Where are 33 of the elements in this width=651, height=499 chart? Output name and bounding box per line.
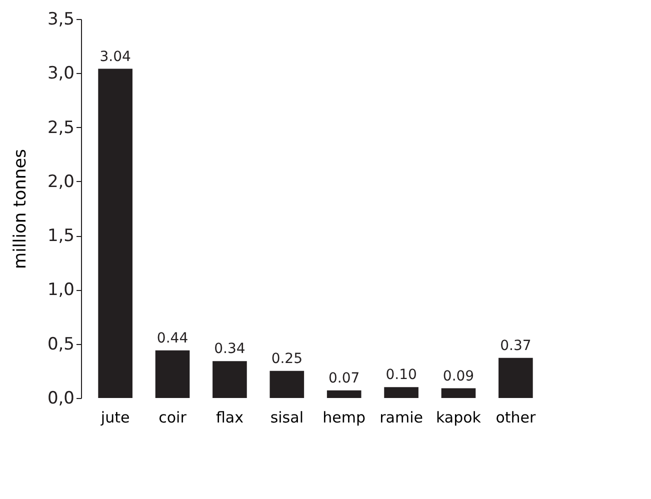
- y-tick-label: 2,0: [47, 172, 74, 192]
- x-tick-label: other: [496, 408, 536, 426]
- x-tick-label: kapok: [436, 408, 482, 426]
- bar: [498, 358, 533, 398]
- data-label: 0.07: [328, 370, 360, 386]
- bar: [326, 390, 362, 398]
- x-tick-label: coir: [158, 408, 188, 426]
- y-tick-label: 0,0: [47, 388, 74, 408]
- y-tick-label: 2,5: [47, 118, 74, 138]
- data-label: 0.44: [156, 330, 188, 346]
- bar: [212, 361, 247, 398]
- data-label: 0.25: [271, 350, 302, 367]
- y-tick-label: 1,5: [47, 226, 74, 246]
- data-label: 0.34: [214, 341, 246, 358]
- bar: [155, 350, 190, 398]
- data-label: 0.37: [500, 338, 532, 354]
- x-tick-label: hemp: [322, 408, 366, 426]
- y-tick-label: 0,5: [47, 334, 74, 354]
- x-tick-label: jute: [100, 408, 130, 426]
- x-tick-label: sisal: [270, 408, 304, 426]
- y-axis-title: million tonnes: [10, 148, 30, 269]
- x-tick-label: ramie: [380, 408, 423, 426]
- y-tick-label: 1,0: [47, 280, 74, 300]
- y-tick-label: 3,0: [47, 64, 74, 84]
- data-label: 3.04: [100, 48, 131, 65]
- bar: [98, 68, 132, 398]
- x-tick-label: flax: [216, 408, 244, 426]
- bar: [384, 387, 418, 398]
- bar: [270, 370, 304, 398]
- bar: [441, 388, 476, 398]
- y-tick-label: 3,5: [47, 10, 74, 30]
- data-label: 0.09: [442, 368, 474, 384]
- data-label: 0.10: [386, 367, 417, 384]
